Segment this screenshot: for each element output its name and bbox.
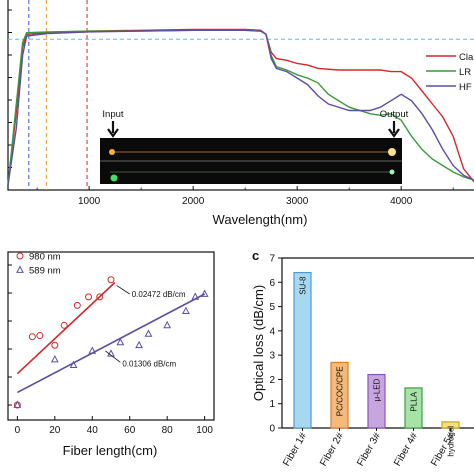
panel-b-point-589 <box>200 289 209 297</box>
panel-a-x-tick-label: 4000 <box>390 196 413 207</box>
panel-a-inset-output-glow <box>388 148 396 156</box>
panel-c-x-tick-label: Fiber 2# <box>318 431 346 469</box>
panel-c-x-tick-label: Fiber 1# <box>281 431 309 469</box>
panel-a-series-line-lr <box>7 29 474 186</box>
panel-b-point-980 <box>36 332 44 340</box>
panel-b-point-589 <box>107 349 115 357</box>
panel-b-point-980 <box>60 321 68 329</box>
panel-a-inset-output-label: Output <box>380 109 409 120</box>
panel-b-fit-line-triangle <box>16 293 206 394</box>
panel-c-y-tick-label: 7 <box>269 254 275 265</box>
panel-a-inset-input-glow <box>109 149 115 155</box>
panel-b-legend-marker-589 <box>16 265 24 273</box>
panel-b-point-980 <box>28 333 36 341</box>
panel-a-frame <box>7 0 474 191</box>
panel-b-point-589 <box>182 306 190 314</box>
panel-c-y-axis-label: Optical loss (dB/cm) <box>251 285 266 401</box>
panel-b-point-980 <box>51 341 59 349</box>
panel-c-bar-label: PLLA <box>410 391 419 411</box>
panel-b-fit-label-589: 0.01306 dB/cm <box>122 359 176 368</box>
panel-a-inset-input-arrow <box>107 121 119 138</box>
panel-a-x-tick-label: 1000 <box>78 196 101 207</box>
panel-b-legend-marker-980 <box>16 252 24 260</box>
panel-c-y-tick-label: 2 <box>269 375 275 386</box>
panel-b-frame <box>7 251 215 421</box>
panel-c-letter: c <box>252 248 259 263</box>
panel-b-legend-label-589: 589 nm <box>29 266 61 277</box>
panel-c-bar-label: PC/COC/CPE <box>336 366 345 416</box>
panel-b-point-589 <box>13 400 22 408</box>
panel-b-point-589 <box>50 354 59 363</box>
panel-a-x-tick-label: 2000 <box>182 196 205 207</box>
panel-c-y-tick-label: 0 <box>269 424 275 435</box>
panel-b-point-980 <box>73 301 81 309</box>
panel-b-point-589 <box>163 320 172 329</box>
panel-a-x-tick-label: 3000 <box>286 196 309 207</box>
panel-c-bar-label: SU-8 <box>299 276 308 295</box>
panel-c-y-tick-label: 6 <box>269 278 275 289</box>
panel-a-series-line-hf <box>7 29 474 186</box>
panel-b-x-tick-label: 60 <box>124 425 136 436</box>
panel-b-point-589 <box>191 292 200 300</box>
panel-a-legend-label-cla: Cla <box>459 52 474 63</box>
panel-b-point-980 <box>85 293 93 301</box>
panel-c-x-tick-label: Fiber 4# <box>392 431 420 469</box>
panel-b-point-589 <box>144 329 153 337</box>
panel-b-point-589 <box>135 340 143 349</box>
panel-b-x-axis-label: Fiber length(cm) <box>63 443 158 458</box>
panel-c-y-tick-label: 3 <box>269 351 275 362</box>
panel-b-x-tick-label: 80 <box>162 425 174 436</box>
panel-c-bar-label: μ-LED <box>373 378 382 401</box>
panel-a-x-axis-label: Wavelength(nm) <box>213 212 308 227</box>
panel-b-point-589 <box>88 346 97 354</box>
panel-a-inset-output-arrow <box>388 121 400 138</box>
panel-c-x-tick-label: Fiber 3# <box>355 431 383 469</box>
panel-a-inset-input-label: Input <box>102 109 123 120</box>
panel-b-point-589 <box>116 337 125 346</box>
panel-b-annotation-arrow-980 <box>116 285 130 295</box>
panel-b-legend-label-980: 980 nm <box>29 252 61 263</box>
panel-b-annotation-arrow-589 <box>105 350 121 363</box>
panel-b-point-589 <box>69 360 78 369</box>
panel-b-x-tick-label: 20 <box>49 425 61 436</box>
panel-a-inset-output-glow-green <box>389 169 395 175</box>
panel-c-bar <box>293 271 312 429</box>
panel-a-inset-input-glow-green <box>110 174 118 182</box>
panel-c-bar-label: hydrogel <box>447 426 456 457</box>
panel-b-point-980 <box>96 293 104 301</box>
panel-c-y-tick-label: 4 <box>269 326 275 337</box>
panel-b-point-980 <box>107 276 115 284</box>
panel-c-y-tick-label: 1 <box>269 399 275 410</box>
panel-b-x-tick-label: 0 <box>15 425 21 436</box>
panel-a-legend-label-lr: LR <box>459 67 471 78</box>
panel-b-x-tick-label: 40 <box>87 425 99 436</box>
panel-c-y-tick-label: 5 <box>269 302 275 313</box>
panel-a-legend-label-hf: HF <box>459 82 472 93</box>
panel-b-fit-label-980: 0.02472 dB/cm <box>132 290 186 299</box>
panel-b-x-tick-label: 100 <box>196 425 213 436</box>
